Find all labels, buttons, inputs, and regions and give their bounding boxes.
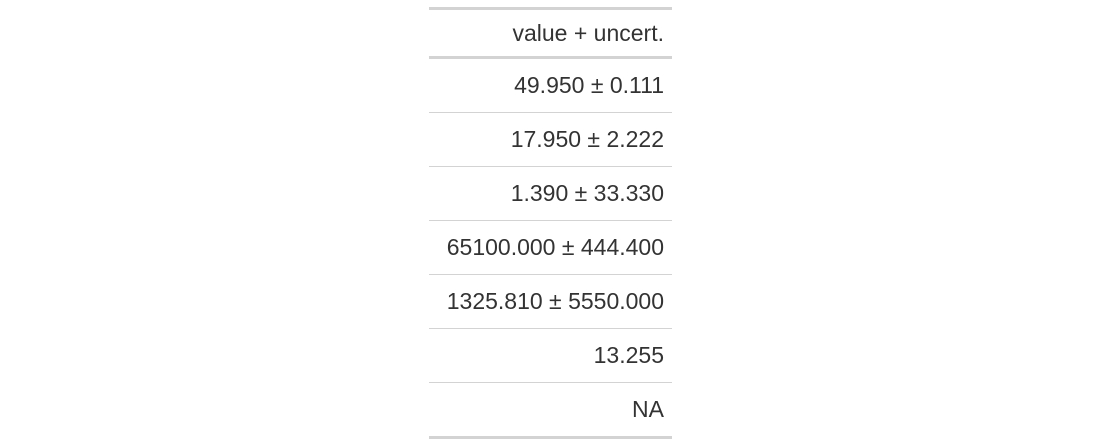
table-row: 13.255 bbox=[429, 328, 672, 383]
table-row: 17.950 ± 2.222 bbox=[429, 112, 672, 167]
table-cell: 13.255 bbox=[429, 328, 672, 383]
table-row: 1325.810 ± 5550.000 bbox=[429, 274, 672, 329]
table-row: 49.950 ± 0.111 bbox=[429, 58, 672, 113]
table-body: 49.950 ± 0.111 17.950 ± 2.222 1.390 ± 33… bbox=[429, 58, 672, 438]
header-row: value + uncert. bbox=[429, 8, 672, 59]
table-cell: 1325.810 ± 5550.000 bbox=[429, 274, 672, 329]
table-cell: 17.950 ± 2.222 bbox=[429, 112, 672, 167]
table-header: value + uncert. bbox=[429, 8, 672, 59]
column-header-value-uncert: value + uncert. bbox=[429, 8, 672, 59]
table-row: NA bbox=[429, 382, 672, 438]
data-table-container: value + uncert. 49.950 ± 0.111 17.950 ± … bbox=[429, 7, 672, 439]
table-cell: 1.390 ± 33.330 bbox=[429, 166, 672, 221]
table-cell: 65100.000 ± 444.400 bbox=[429, 220, 672, 275]
table-cell: NA bbox=[429, 382, 672, 438]
table-row: 1.390 ± 33.330 bbox=[429, 166, 672, 221]
table-cell: 49.950 ± 0.111 bbox=[514, 72, 664, 98]
data-table: value + uncert. 49.950 ± 0.111 17.950 ± … bbox=[429, 7, 672, 439]
table-row: 65100.000 ± 444.400 bbox=[429, 220, 672, 275]
